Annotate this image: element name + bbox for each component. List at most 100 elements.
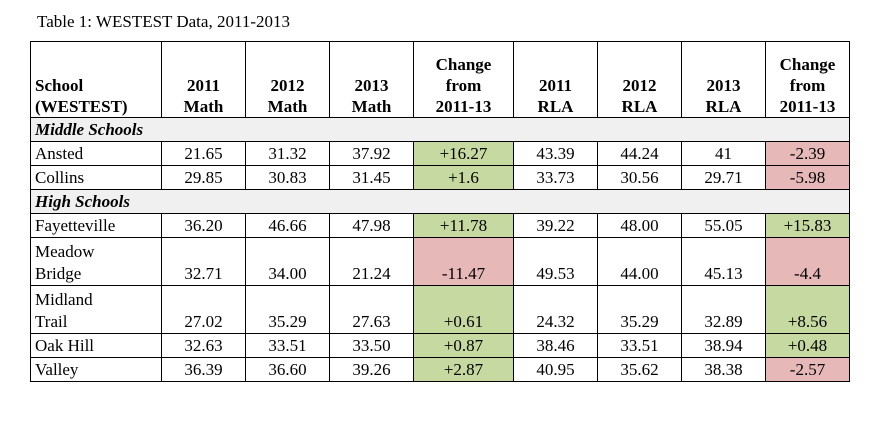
score-cell: 38.94 xyxy=(681,333,766,358)
cell-text: 2013 xyxy=(354,76,389,95)
cell-text: 2013 xyxy=(706,76,741,95)
school-name-cell: Midland Trail xyxy=(30,285,162,334)
change-cell: -4.4 xyxy=(765,237,850,286)
change-cell: +0.87 xyxy=(413,333,514,358)
school-name-cell: Collins xyxy=(30,165,162,190)
column-header: School (WESTEST) xyxy=(30,41,162,118)
cell-text: 2011 xyxy=(186,76,221,95)
score-cell: 37.92 xyxy=(329,141,414,166)
score-cell: 33.51 xyxy=(597,333,682,358)
score-cell: 27.02 xyxy=(161,285,246,334)
column-header: 2012 Math xyxy=(245,41,330,118)
cell-text: (WESTEST) xyxy=(35,97,128,116)
change-cell: +16.27 xyxy=(413,141,514,166)
score-cell: 36.39 xyxy=(161,357,246,382)
score-cell: 21.24 xyxy=(329,237,414,286)
cell-text: Math xyxy=(183,97,224,116)
table-row: Collins 29.85 30.83 31.45 +1.6 33.73 30.56 29.7… xyxy=(30,165,850,190)
column-header: 2013 Math xyxy=(329,41,414,118)
cell-text: School xyxy=(35,76,84,95)
score-cell: 33.73 xyxy=(513,165,598,190)
score-cell: 35.62 xyxy=(597,357,682,382)
cell-text: Ansted xyxy=(35,144,84,163)
score-cell: 38.38 xyxy=(681,357,766,382)
cell-text: Meadow xyxy=(35,242,95,261)
cell-text: 2011 xyxy=(538,76,573,95)
cell-text: RLA xyxy=(705,97,742,116)
section-header-row: High Schools xyxy=(30,189,850,214)
change-cell: +2.87 xyxy=(413,357,514,382)
table-row: Midland Trail 27.02 35.29 27.63 +0.61 24.32 35.… xyxy=(30,285,850,334)
table-body: Middle Schools Ansted 21.65 31.32 37.92 +16.2… xyxy=(30,117,850,382)
cell-text: Midland xyxy=(35,290,93,309)
cell-text: Trail xyxy=(35,312,68,331)
cell-text: Collins xyxy=(35,168,85,187)
score-cell: 35.29 xyxy=(597,285,682,334)
score-cell: 29.85 xyxy=(161,165,246,190)
table-row: Oak Hill 32.63 33.51 33.50 +0.87 38.46 33.51 38… xyxy=(30,333,850,358)
score-cell: 44.24 xyxy=(597,141,682,166)
cell-text: Math xyxy=(351,97,392,116)
score-cell: 30.83 xyxy=(245,165,330,190)
score-cell: 49.53 xyxy=(513,237,598,286)
score-cell: 44.00 xyxy=(597,237,682,286)
cell-text: Oak Hill xyxy=(35,336,95,355)
change-cell: +0.61 xyxy=(413,285,514,334)
score-cell: 30.56 xyxy=(597,165,682,190)
cell-text: Change xyxy=(435,55,492,74)
score-cell: 24.32 xyxy=(513,285,598,334)
score-cell: 48.00 xyxy=(597,213,682,238)
score-cell: 47.98 xyxy=(329,213,414,238)
cell-text: Bridge xyxy=(35,264,82,283)
change-cell: -2.57 xyxy=(765,357,850,382)
table-caption: Table 1: WESTEST Data, 2011-2013 xyxy=(37,12,290,31)
column-header: 2012 RLA xyxy=(597,41,682,118)
score-cell: 39.26 xyxy=(329,357,414,382)
score-cell: 31.32 xyxy=(245,141,330,166)
score-cell: 55.05 xyxy=(681,213,766,238)
change-cell: +11.78 xyxy=(413,213,514,238)
score-cell: 29.71 xyxy=(681,165,766,190)
cell-text: 2011-13 xyxy=(779,97,836,116)
score-cell: 38.46 xyxy=(513,333,598,358)
column-header: 2011 RLA xyxy=(513,41,598,118)
school-name-cell: Fayetteville xyxy=(30,213,162,238)
table-row: Meadow Bridge 32.71 34.00 21.24 -11.47 49.53 44… xyxy=(30,237,850,286)
score-cell: 31.45 xyxy=(329,165,414,190)
westest-table: School (WESTEST) 2011 Math 2012 Math 2013 Math C… xyxy=(30,41,850,382)
cell-text: 2012 xyxy=(270,76,305,95)
section-title: Middle Schools xyxy=(30,117,850,142)
table-row: Fayetteville 36.20 46.66 47.98 +11.78 39.22 48… xyxy=(30,213,850,238)
score-cell: 36.20 xyxy=(161,213,246,238)
change-cell: +8.56 xyxy=(765,285,850,334)
column-header: Change from 2011-13 xyxy=(765,41,850,118)
score-cell: 46.66 xyxy=(245,213,330,238)
column-header: Change from 2011-13 xyxy=(413,41,514,118)
score-cell: 45.13 xyxy=(681,237,766,286)
cell-text: from xyxy=(789,76,826,95)
score-cell: 35.29 xyxy=(245,285,330,334)
change-cell: -11.47 xyxy=(413,237,514,286)
change-cell: -2.39 xyxy=(765,141,850,166)
cell-text: Math xyxy=(267,97,308,116)
column-header: 2013 RLA xyxy=(681,41,766,118)
score-cell: 32.89 xyxy=(681,285,766,334)
change-cell: +0.48 xyxy=(765,333,850,358)
section-header-row: Middle Schools xyxy=(30,117,850,142)
score-cell: 32.63 xyxy=(161,333,246,358)
score-cell: 43.39 xyxy=(513,141,598,166)
school-name-cell: Oak Hill xyxy=(30,333,162,358)
cell-text: 2011-13 xyxy=(435,97,492,116)
score-cell: 36.60 xyxy=(245,357,330,382)
change-cell: +15.83 xyxy=(765,213,850,238)
cell-text: RLA xyxy=(537,97,574,116)
score-cell: 33.50 xyxy=(329,333,414,358)
score-cell: 41 xyxy=(681,141,766,166)
school-name-cell: Valley xyxy=(30,357,162,382)
score-cell: 32.71 xyxy=(161,237,246,286)
table-row: Valley 36.39 36.60 39.26 +2.87 40.95 35.62 38.3… xyxy=(30,357,850,382)
score-cell: 33.51 xyxy=(245,333,330,358)
table-row: Ansted 21.65 31.32 37.92 +16.27 43.39 44.24 41-… xyxy=(30,141,850,166)
header-row: School (WESTEST) 2011 Math 2012 Math 2013 Math C… xyxy=(30,41,850,118)
school-name-cell: Ansted xyxy=(30,141,162,166)
